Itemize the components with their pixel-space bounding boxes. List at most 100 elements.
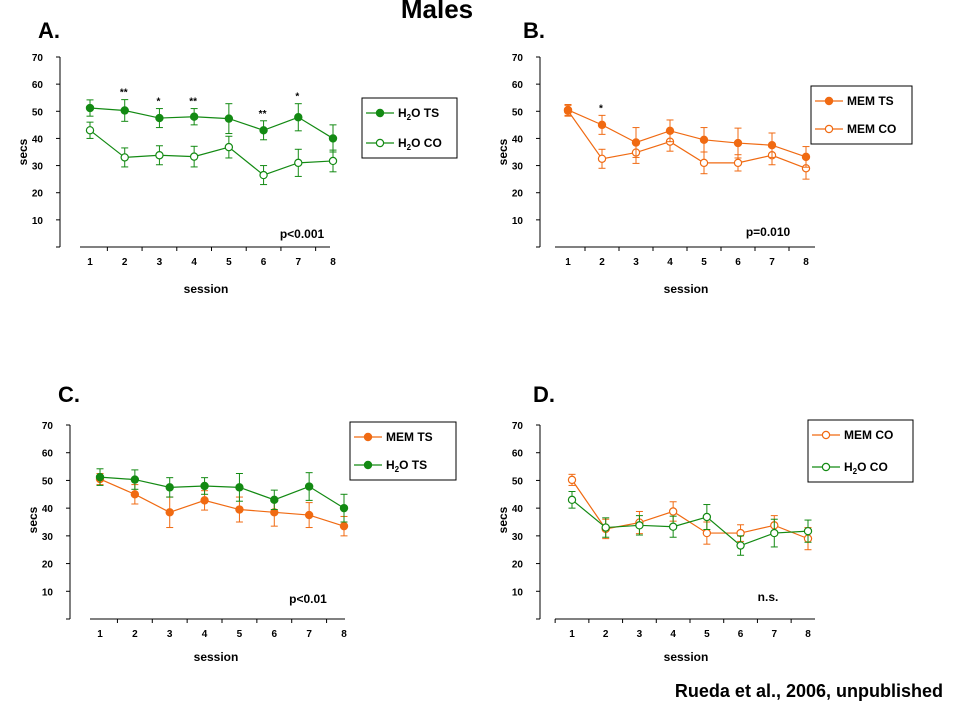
x-tick-label: 8: [341, 629, 347, 640]
legend-label: MEM CO: [847, 122, 896, 136]
panel-a: A. 10 20 30 40 50 60 70 1 2 3 4 5 6 7 8 session secs p<0.0…: [16, 18, 458, 296]
legend-marker: [824, 124, 834, 134]
stat-text: p<0.001: [280, 227, 325, 241]
data-point: [601, 523, 610, 532]
legend-label-main: MEM TS: [386, 430, 433, 444]
x-axis-label: session: [184, 282, 229, 296]
series-line: [89, 129, 334, 176]
x-tick-label: 7: [296, 257, 302, 268]
y-tick-label: 20: [32, 189, 44, 200]
data-point: [702, 528, 712, 538]
y-tick-label: 10: [32, 216, 44, 227]
data-point: [200, 496, 209, 505]
data-point: [270, 495, 279, 505]
significance-marker: **: [189, 97, 197, 108]
x-tick-label: 1: [97, 629, 103, 640]
series-line: [89, 107, 334, 139]
y-axis-label: secs: [496, 138, 510, 165]
data-point: [597, 154, 607, 163]
y-axis-label: secs: [16, 138, 30, 165]
panel-label: A.: [38, 18, 60, 43]
stat-text: p<0.01: [289, 592, 327, 606]
y-axis-label: secs: [496, 506, 510, 533]
x-tick-label: 8: [330, 257, 336, 268]
legend-marker: [824, 96, 834, 106]
x-tick-label: 4: [667, 257, 673, 268]
figure-credit: Rueda et al., 2006, unpublished: [675, 681, 943, 701]
legend-label-rest: O CO: [857, 460, 888, 474]
data-point: [668, 507, 678, 516]
y-tick-label: 20: [512, 189, 524, 200]
data-point: [304, 482, 314, 491]
data-point: [801, 152, 811, 162]
panel-c: C. 10 20 30 40 50 60 70 1 2 3 4 5 6 7 8 session secs p<0.0…: [26, 382, 457, 664]
data-point: [95, 472, 105, 482]
legend-box: [807, 419, 914, 483]
legend-box: [810, 85, 913, 145]
data-point: [259, 170, 268, 180]
data-point: [294, 158, 303, 168]
data-point: [339, 521, 349, 531]
y-tick-label: 50: [512, 476, 524, 487]
y-tick-label: 40: [32, 134, 44, 145]
data-point: [767, 141, 777, 150]
legend-label-sub: 2: [407, 143, 412, 152]
panel-label: B.: [523, 18, 545, 43]
legend-marker: [375, 138, 385, 148]
legend-box: [349, 421, 457, 481]
x-tick-label: 4: [191, 257, 197, 268]
x-tick-label: 6: [272, 629, 278, 640]
legend-marker: [363, 460, 373, 470]
x-tick-label: 3: [157, 257, 163, 268]
legend: MEM CO H2O CO: [807, 419, 914, 483]
legend-label-main: MEM TS: [847, 94, 894, 108]
x-tick-label: 1: [87, 257, 93, 268]
x-tick-label: 2: [122, 257, 128, 268]
data-point: [165, 508, 174, 517]
data-point: [120, 106, 129, 115]
data-point: [200, 481, 209, 491]
significance-marker: **: [259, 109, 267, 120]
series-h2o-co: [85, 121, 338, 186]
data-point: [702, 512, 712, 522]
y-tick-label: 10: [42, 587, 54, 598]
data-point: [567, 475, 577, 485]
y-tick-label: 20: [512, 560, 524, 571]
x-tick-label: 3: [167, 629, 173, 640]
series-mem-co: [567, 473, 813, 551]
legend-label: H2O TS: [386, 458, 427, 474]
y-axis-label: secs: [26, 506, 40, 533]
y-tick-label: 50: [32, 107, 44, 118]
legend: MEM TS MEM CO: [810, 85, 913, 145]
data-point: [85, 103, 95, 113]
x-tick-label: 6: [738, 629, 744, 640]
y-tick-label: 10: [512, 587, 524, 598]
x-tick-label: 3: [637, 629, 643, 640]
data-point: [165, 483, 174, 492]
x-tick-label: 1: [569, 629, 575, 640]
y-tick-label: 50: [512, 107, 524, 118]
panel-b: B. 10 20 30 40 50 60 70 1 2 3 4 5 6 7 8 session secs p=0.0…: [496, 18, 913, 296]
series-mem-ts: [563, 104, 811, 168]
data-point: [120, 153, 129, 162]
data-point: [189, 112, 199, 121]
y-tick-label: 40: [512, 134, 524, 145]
data-point: [563, 105, 573, 115]
panels: A. 10 20 30 40 50 60 70 1 2 3 4 5 6 7 8 session secs p<0.0…: [16, 18, 914, 664]
y-tick-label: 70: [512, 421, 524, 432]
series-line: [99, 478, 345, 527]
y-tick-label: 30: [512, 162, 524, 173]
significance-marker: **: [120, 88, 128, 99]
y-tick-label: 70: [512, 53, 524, 64]
x-axis-label: session: [194, 650, 239, 664]
y-tick-label: 20: [42, 560, 54, 571]
data-point: [567, 495, 577, 505]
y-tick-label: 30: [512, 532, 524, 543]
data-point: [668, 522, 678, 531]
legend-label: MEM TS: [847, 94, 894, 108]
y-tick-label: 40: [42, 504, 54, 515]
data-point: [130, 475, 140, 484]
legend-label-rest: O TS: [399, 458, 427, 472]
legend-label-main: H: [844, 460, 853, 474]
y-tick-label: 30: [42, 532, 54, 543]
